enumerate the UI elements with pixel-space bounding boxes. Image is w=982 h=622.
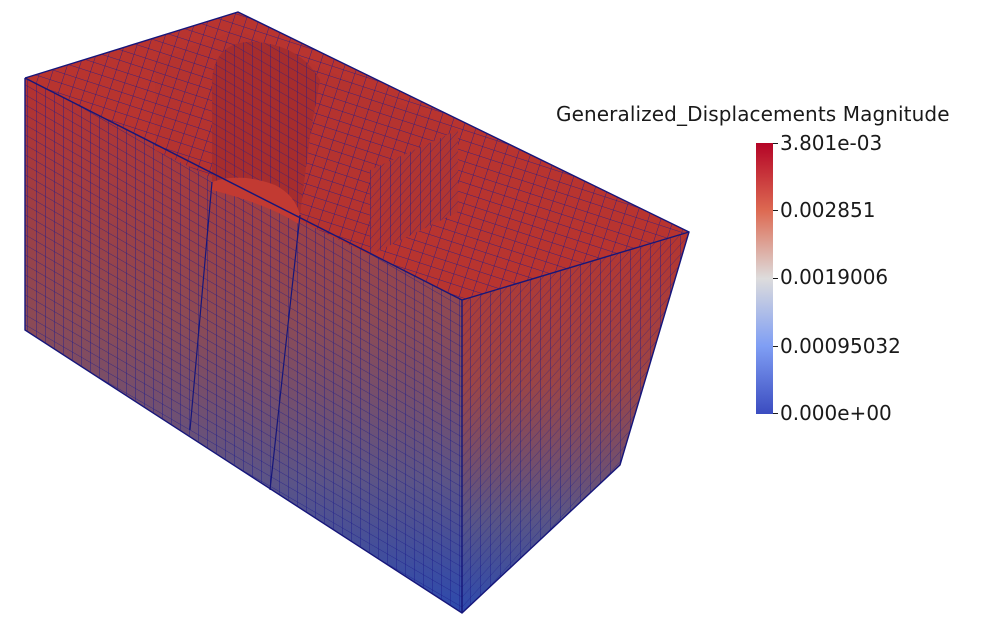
- legend-title: Generalized_Displacements Magnitude: [556, 102, 950, 126]
- mesh-right-face: [462, 232, 689, 613]
- mesh-front-face: [25, 78, 462, 613]
- color-bar-tick: [773, 210, 778, 211]
- color-bar: [756, 143, 773, 414]
- color-bar-tick: [773, 278, 778, 279]
- color-bar-label: 0.002851: [780, 198, 876, 222]
- color-bar-label: 0.0019006: [780, 265, 889, 289]
- color-bar-tick: [773, 346, 778, 347]
- color-bar-label: 0.00095032: [780, 334, 901, 358]
- color-bar-tick: [773, 413, 778, 414]
- color-bar-tick: [773, 143, 778, 144]
- mesh-tunnel: [212, 41, 320, 225]
- color-bar-label-min: 0.000e+00: [780, 401, 892, 425]
- color-bar-label-max: 3.801e-03: [780, 131, 883, 155]
- mesh-tunnel-lines: [189, 181, 301, 491]
- mesh-outline: [24, 11, 690, 614]
